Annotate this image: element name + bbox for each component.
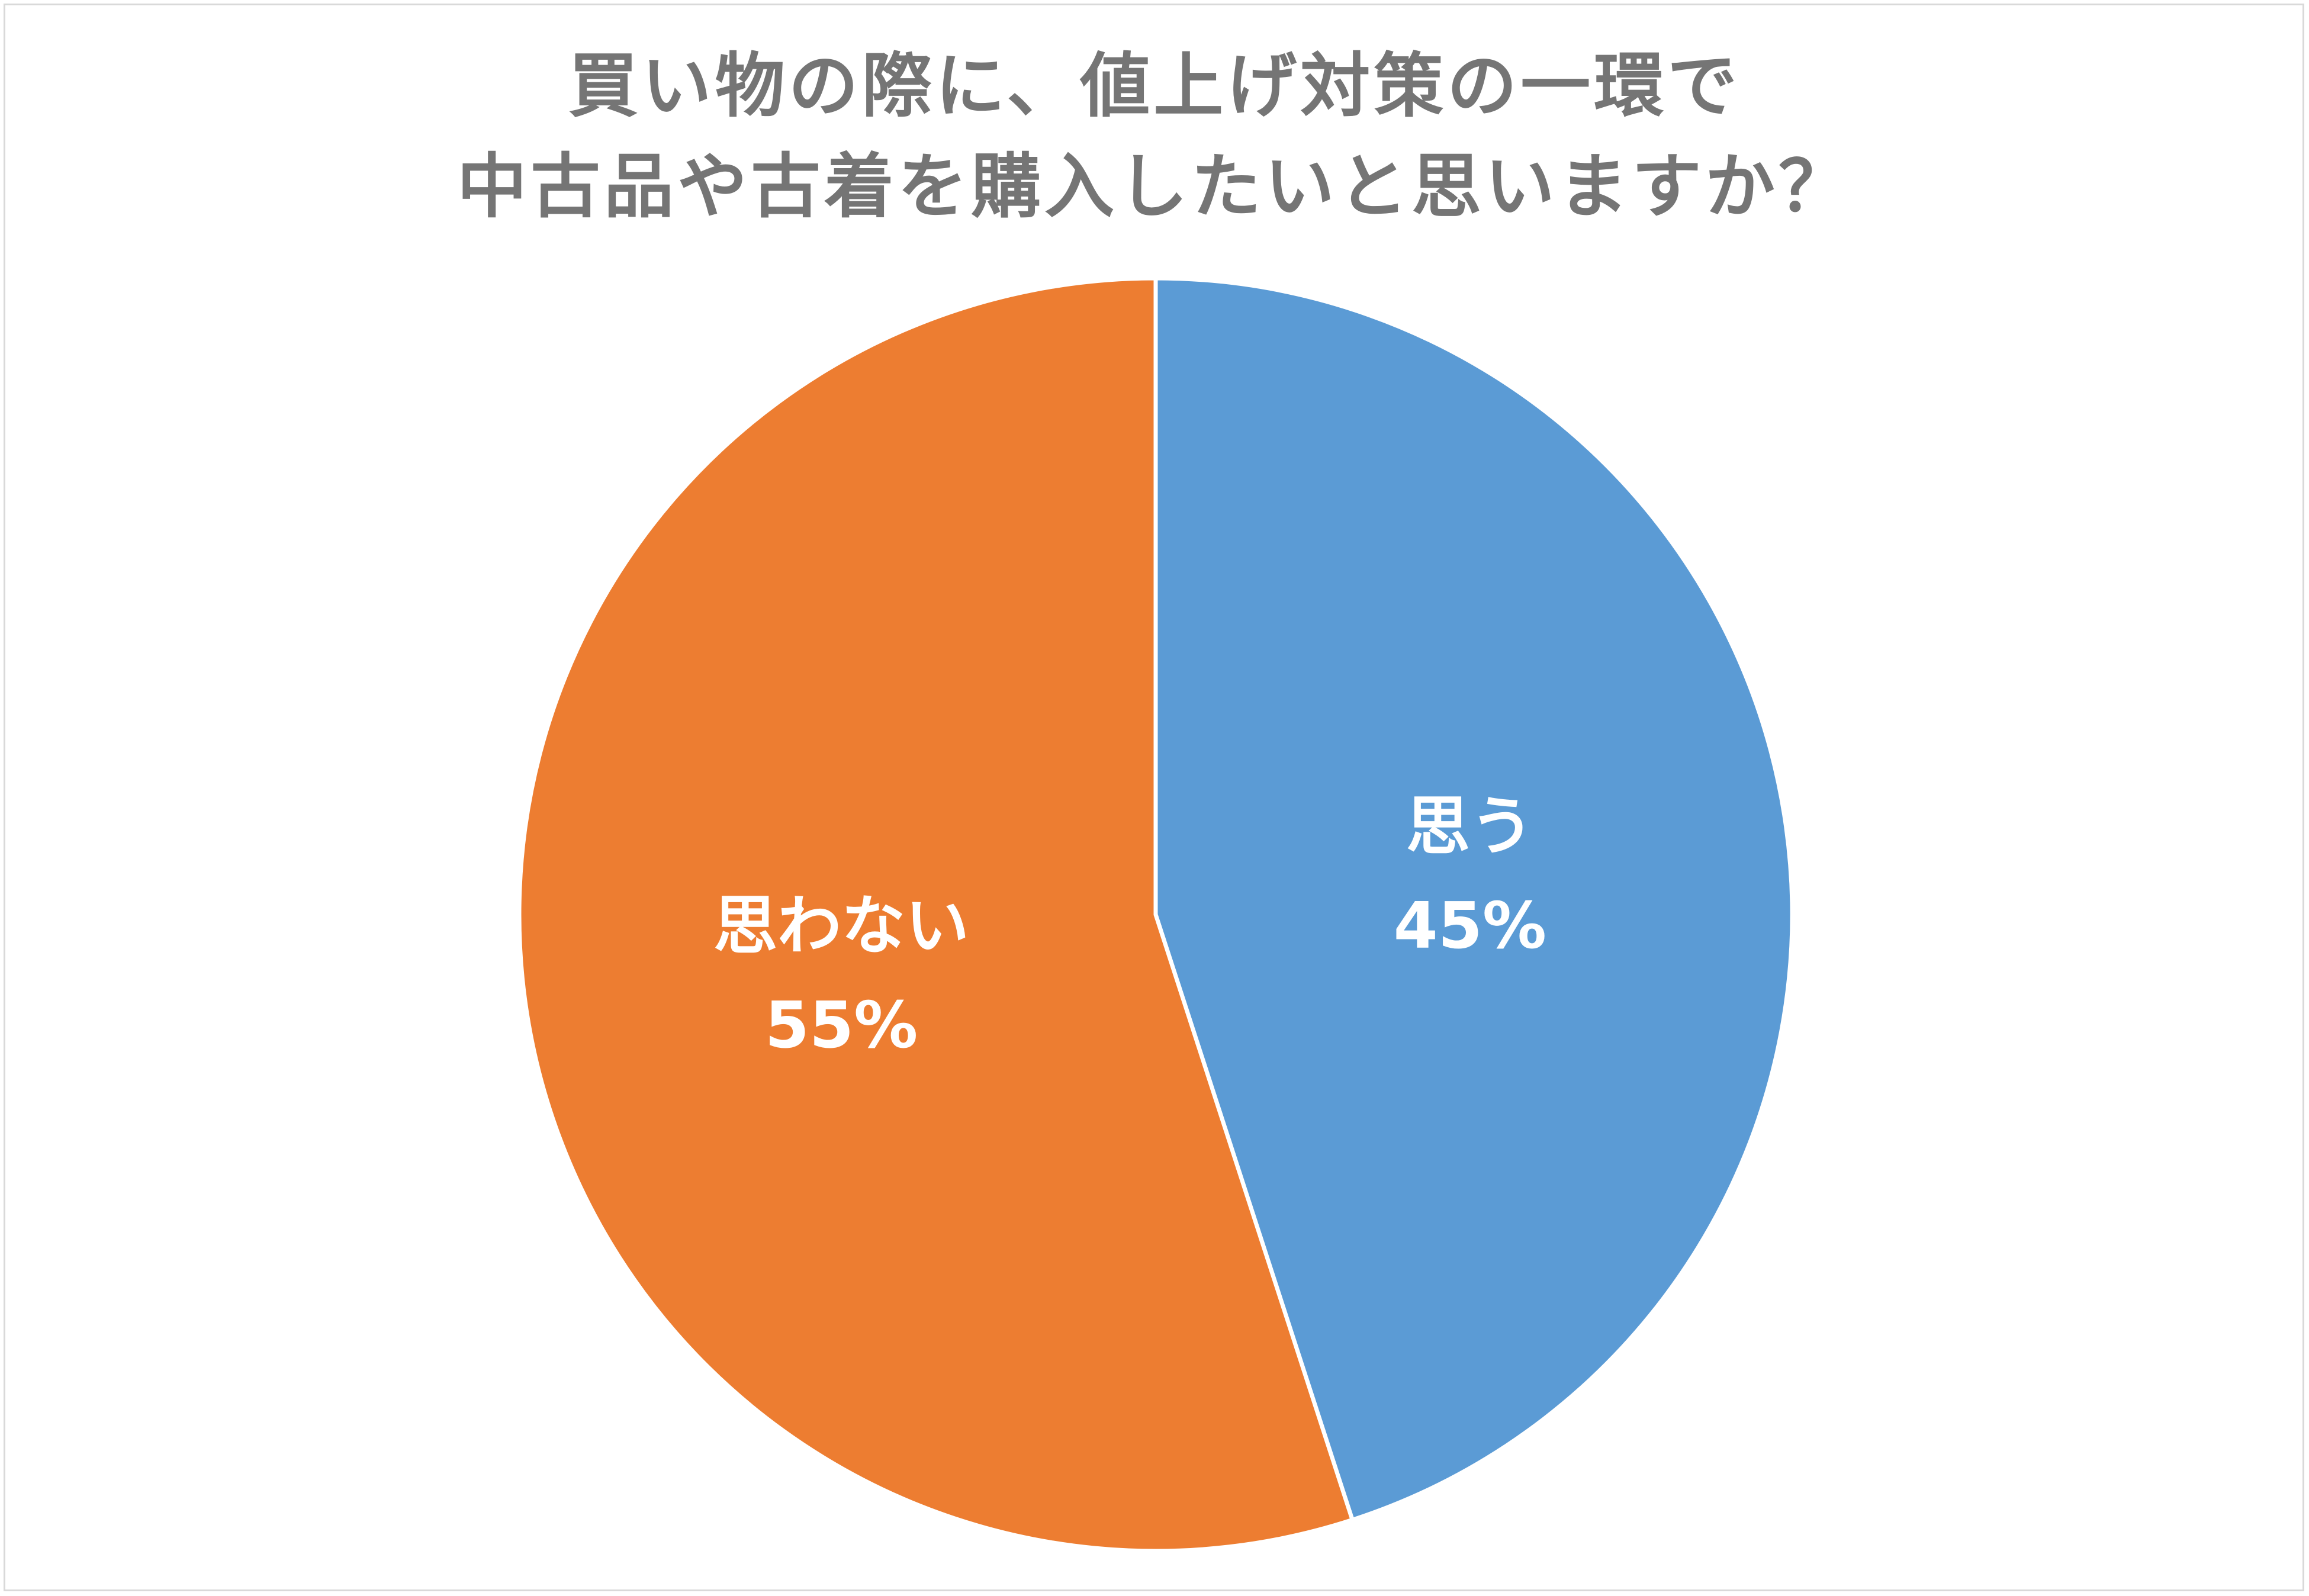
chart-title-line-2: 中古品や古着を購入したいと思いますか？ — [456, 146, 1852, 227]
pie-slice-omowanai — [517, 276, 1355, 1553]
data-label-omou: 思う 45% — [1394, 790, 1547, 963]
data-label-category-omowanai: 思わない — [713, 889, 969, 963]
chart-title: 買い物の際に、値上げ対策の一環で 中古品や古着を購入したいと思いますか？ — [0, 36, 2309, 237]
chart-title-line-1: 買い物の際に、値上げ対策の一環で — [568, 45, 1741, 127]
data-label-category-omou: 思う — [1406, 790, 1534, 864]
data-label-value-omowanai: 55% — [765, 989, 918, 1063]
data-label-omowanai: 思わない 55% — [713, 889, 969, 1063]
pie-slice-omou — [1153, 276, 1795, 1522]
data-label-value-omou: 45% — [1394, 889, 1547, 963]
